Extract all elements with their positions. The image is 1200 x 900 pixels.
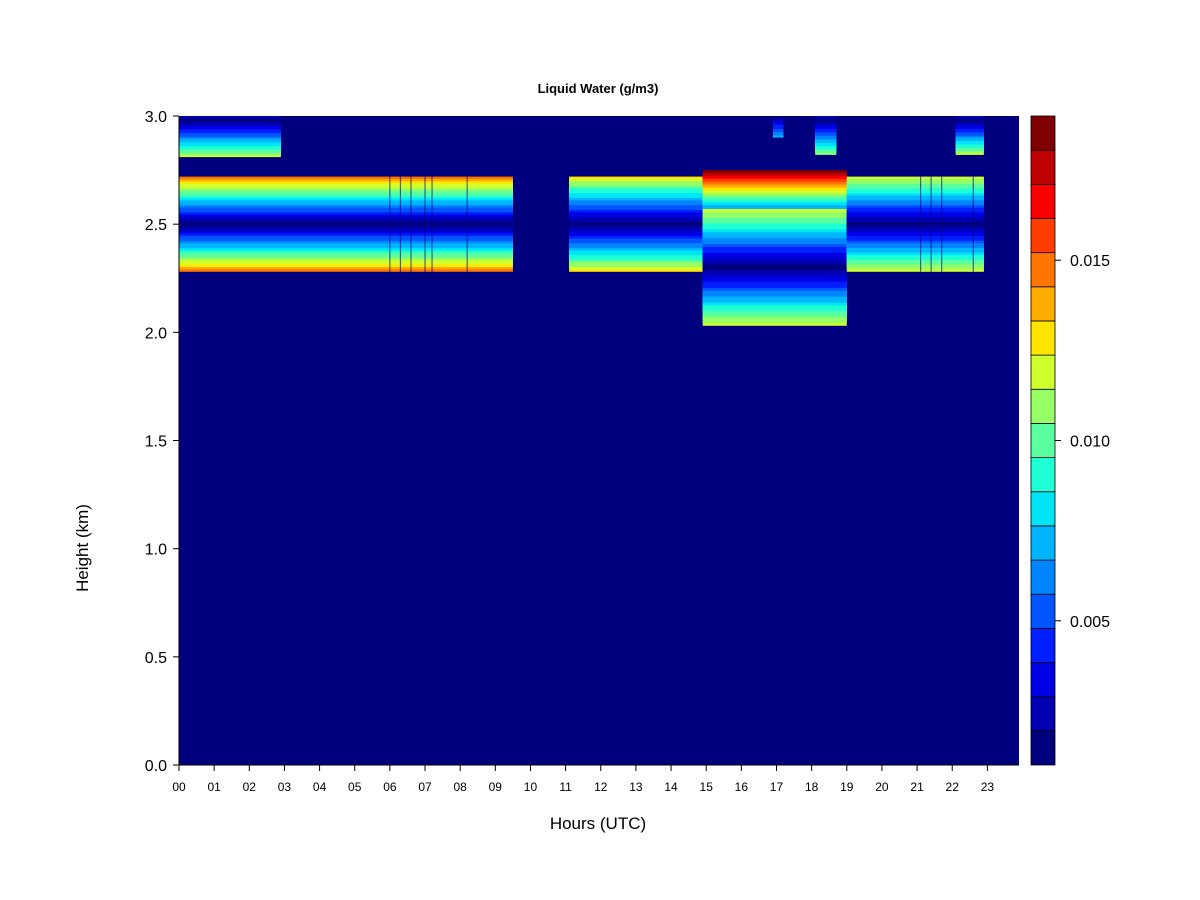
x-tick-label: 23: [981, 780, 995, 794]
colorbar-swatch: [1030, 627, 1056, 663]
colorbar-swatch: [1030, 525, 1056, 561]
colorbar-swatch: [1030, 662, 1056, 698]
x-tick-label: 09: [489, 780, 503, 794]
y-tick-label: 0.0: [145, 758, 167, 775]
x-tick-label: 13: [629, 780, 643, 794]
x-tick-label: 12: [594, 780, 608, 794]
x-tick-label: 14: [664, 780, 678, 794]
y-tick-label: 1.5: [145, 434, 167, 451]
vertical-streaks: [389, 176, 988, 272]
heatmap-cell: [569, 221, 703, 227]
x-tick-label: 15: [700, 780, 714, 794]
cloud-layer-6: [773, 116, 784, 138]
cloud-layer-5: [179, 116, 281, 158]
colorbar-tick-label: 0.015: [1070, 253, 1110, 270]
colorbar-swatch: [1030, 286, 1056, 322]
colorbar-swatch: [1030, 320, 1056, 356]
colorbar: 0.005 0.010 0.015: [1030, 115, 1110, 766]
x-tick-label: 18: [805, 780, 819, 794]
plot-area: [179, 116, 1019, 765]
colorbar-swatch: [1030, 115, 1056, 151]
heatmap-cell: [955, 118, 984, 123]
x-tick-label: 11: [559, 780, 572, 794]
heatmap-cell: [702, 264, 847, 271]
colorbar-swatch: [1030, 491, 1056, 527]
colorbar-swatch: [1030, 183, 1056, 219]
heatmap-cell: [815, 118, 837, 123]
x-tick-label: 00: [172, 780, 186, 794]
y-tick-label: 0.5: [145, 650, 167, 667]
colorbar-swatch: [1030, 354, 1056, 390]
y-tick-label: 2.5: [145, 217, 167, 234]
heatmap-cell: [179, 118, 281, 123]
x-tick-label: 07: [418, 780, 432, 794]
cloud-layer-3: [702, 209, 847, 326]
x-tick-label: 08: [453, 780, 467, 794]
colorbar-swatch: [1030, 457, 1056, 493]
heatmap-cell: [179, 221, 513, 227]
heatmap-cell: [773, 116, 784, 118]
x-tick-label: 22: [946, 780, 960, 794]
colorbar-tick-label: 0.010: [1070, 434, 1110, 451]
x-axis: 00 01 02 03 04 05 06 07 08 09 10 11 12 13 14 15 16 17 18 19…: [172, 764, 1019, 794]
x-tick-label: 01: [207, 780, 221, 794]
y-axis: 0.0 0.5 1.0 1.5 2.0 2.5 3.0: [145, 109, 180, 775]
colorbar-tick-label: 0.005: [1070, 614, 1110, 631]
colorbar-swatch: [1030, 423, 1056, 458]
x-tick-label: 21: [910, 780, 924, 794]
y-axis-label: Height (km): [73, 504, 92, 592]
chart-title: Liquid Water (g/m3): [538, 81, 659, 96]
x-tick-label: 06: [383, 780, 397, 794]
y-tick-label: 3.0: [145, 109, 167, 126]
x-axis-label: Hours (UTC): [550, 814, 646, 833]
colorbar-swatch: [1030, 218, 1056, 254]
y-tick-label: 1.0: [145, 542, 167, 559]
x-tick-label: 16: [735, 780, 749, 794]
x-tick-label: 17: [770, 780, 784, 794]
colorbar-swatch: [1030, 252, 1056, 288]
cloud-layer-4: [846, 176, 984, 272]
x-tick-label: 19: [840, 780, 854, 794]
y-tick-label: 2.0: [145, 325, 167, 342]
x-tick-label: 20: [875, 780, 889, 794]
colorbar-swatch: [1030, 696, 1056, 732]
cloud-layer-0: [179, 176, 513, 272]
x-tick-label: 10: [524, 780, 538, 794]
colorbar-swatch: [1030, 388, 1056, 424]
cloud-layer-8: [955, 116, 984, 155]
colorbar-swatch: [1030, 149, 1056, 185]
heatmap-cell: [846, 221, 984, 227]
x-tick-label: 02: [243, 780, 257, 794]
x-tick-label: 05: [348, 780, 362, 794]
colorbar-swatch: [1030, 559, 1056, 595]
x-tick-label: 04: [313, 780, 327, 794]
colorbar-swatch: [1030, 593, 1056, 629]
cloud-layer-7: [815, 116, 837, 155]
colorbar-swatch: [1030, 730, 1056, 766]
cloud-layer-1: [569, 176, 703, 272]
cloud-layers: [179, 116, 984, 326]
x-tick-label: 03: [278, 780, 292, 794]
